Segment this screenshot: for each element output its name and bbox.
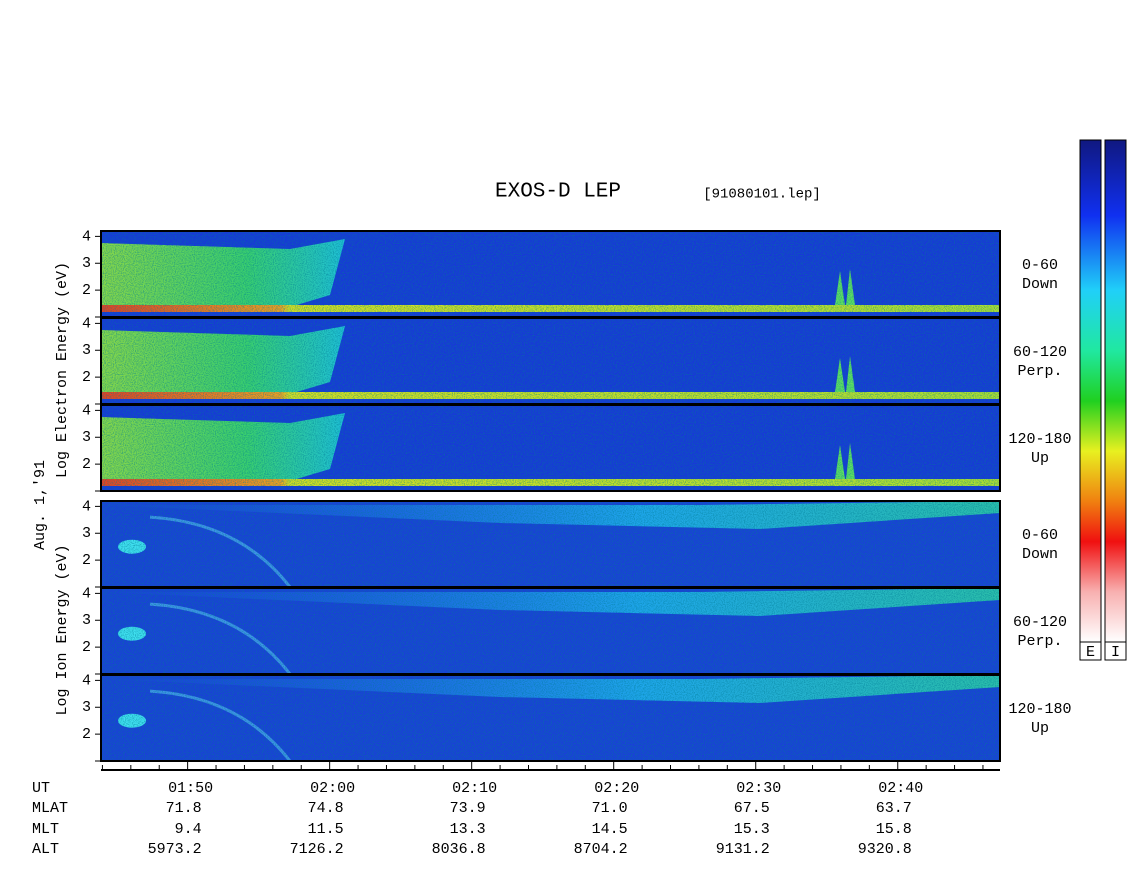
- y-tick-label: 3: [82, 429, 91, 446]
- colorbar-box: [1104, 641, 1127, 661]
- row-value: 74.8: [308, 800, 344, 817]
- y-tick-label: 3: [82, 612, 91, 629]
- panel-direction: Perp.: [1017, 633, 1062, 650]
- colorbar: [1079, 139, 1102, 643]
- row-value: 8036.8: [432, 841, 486, 858]
- row-value: 5973.2: [148, 841, 202, 858]
- panel-direction: Perp.: [1017, 363, 1062, 380]
- y-tick-label: 4: [82, 402, 91, 419]
- spectrogram-panel: [100, 500, 1001, 588]
- panel-range: 120-180: [1008, 431, 1071, 448]
- row-value: 13.3: [450, 821, 486, 838]
- y-tick-label: 4: [82, 228, 91, 245]
- spectrogram-panel: [100, 674, 1001, 762]
- date-label: Aug. 1,'91: [32, 460, 49, 550]
- panel-frame: [100, 674, 1001, 762]
- y-tick-label: 2: [82, 369, 91, 386]
- panel-frame: [100, 404, 1001, 492]
- x-tick-label: 02:40: [878, 780, 923, 797]
- colorbar-label: E: [1086, 644, 1095, 661]
- x-tick-label: 02:30: [736, 780, 781, 797]
- electron-ylabel: Log Electron Energy (eV): [54, 262, 71, 478]
- row-value: 71.0: [592, 800, 628, 817]
- x-tick-label: 02:10: [452, 780, 497, 797]
- panel-range: 0-60: [1022, 257, 1058, 274]
- spectrogram-panel: [100, 404, 1001, 492]
- y-tick-label: 3: [82, 525, 91, 542]
- row-value: 67.5: [734, 800, 770, 817]
- y-tick-label: 3: [82, 342, 91, 359]
- title: EXOS-D LEP: [495, 181, 621, 204]
- panel-direction: Down: [1022, 276, 1058, 293]
- y-tick-label: 2: [82, 639, 91, 656]
- x-tick-label: 02:00: [310, 780, 355, 797]
- row-value: 15.3: [734, 821, 770, 838]
- spectrogram-noise: [101, 318, 1000, 404]
- row-name: ALT: [32, 841, 59, 858]
- colorbar-label: I: [1111, 644, 1120, 661]
- panel-range: 0-60: [1022, 527, 1058, 544]
- spectrogram-noise: [101, 405, 1000, 491]
- row-value: 15.8: [876, 821, 912, 838]
- y-tick-label: 2: [82, 282, 91, 299]
- y-tick-label: 4: [82, 315, 91, 332]
- colorbar-box: [1079, 641, 1102, 661]
- spectrogram-panel: [100, 587, 1001, 675]
- panel-range: 120-180: [1008, 701, 1071, 718]
- row-value: 14.5: [592, 821, 628, 838]
- spectrogram-noise: [101, 675, 1000, 761]
- row-name: MLAT: [32, 800, 68, 817]
- spectrogram-panel: [100, 230, 1001, 318]
- panel-range: 60-120: [1013, 614, 1067, 631]
- y-tick-label: 2: [82, 552, 91, 569]
- spectrogram-panel: [100, 317, 1001, 405]
- row-value: 63.7: [876, 800, 912, 817]
- panel-direction: Up: [1031, 450, 1049, 467]
- row-value: 71.8: [166, 800, 202, 817]
- file-name: [91080101.lep]: [703, 187, 821, 203]
- x-tick-label: 01:50: [168, 780, 213, 797]
- ion-ylabel: Log Ion Energy (eV): [54, 544, 71, 715]
- y-tick-label: 3: [82, 255, 91, 272]
- row-value: 7126.2: [290, 841, 344, 858]
- row-value: 73.9: [450, 800, 486, 817]
- row-name: UT: [32, 780, 50, 797]
- spectrogram-noise: [101, 231, 1000, 317]
- y-tick-label: 2: [82, 456, 91, 473]
- y-tick-label: 4: [82, 672, 91, 689]
- colorbars: E I: [1079, 139, 1127, 661]
- colorbar: [1104, 139, 1127, 643]
- spectrogram-noise: [101, 501, 1000, 587]
- panel-direction: Down: [1022, 546, 1058, 563]
- panel-direction: Up: [1031, 720, 1049, 737]
- row-value: 8704.2: [574, 841, 628, 858]
- row-value: 9.4: [175, 821, 202, 838]
- x-tick-label: 02:20: [594, 780, 639, 797]
- spectrogram-noise: [101, 588, 1000, 674]
- y-tick-label: 3: [82, 699, 91, 716]
- row-name: MLT: [32, 821, 59, 838]
- y-tick-label: 4: [82, 585, 91, 602]
- panel-range: 60-120: [1013, 344, 1067, 361]
- row-value: 11.5: [308, 821, 344, 838]
- row-value: 9131.2: [716, 841, 770, 858]
- row-value: 9320.8: [858, 841, 912, 858]
- y-tick-label: 2: [82, 726, 91, 743]
- y-tick-label: 4: [82, 498, 91, 515]
